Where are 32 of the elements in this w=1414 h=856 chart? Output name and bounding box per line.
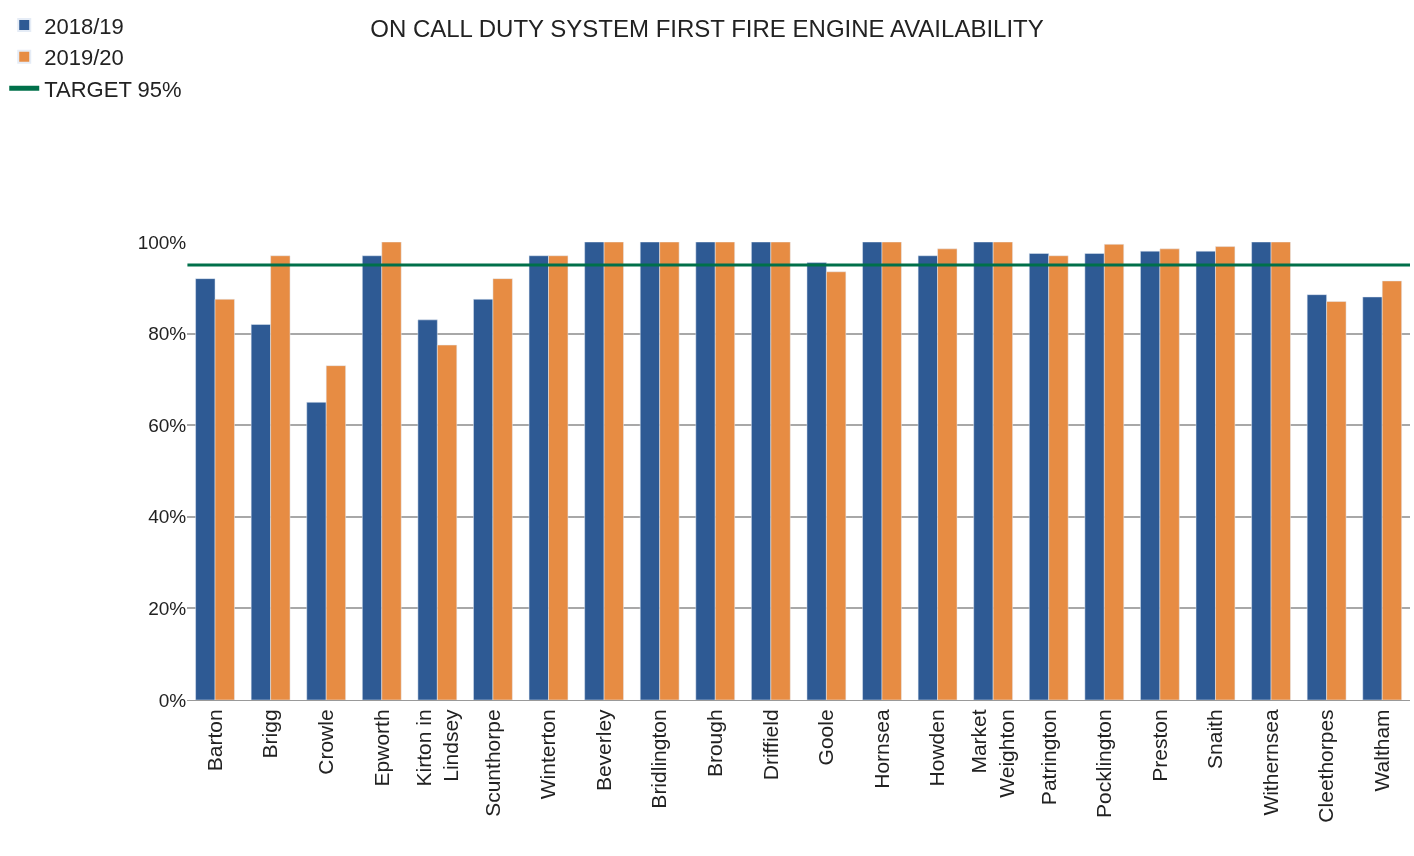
x-tick-label: Preston <box>1147 709 1171 782</box>
y-tick-label: 0% <box>158 689 187 711</box>
legend-label: TARGET 95% <box>44 76 182 102</box>
x-tick-label: Cleethorpes <box>1314 709 1338 823</box>
legend-label: 2019/20 <box>44 45 124 71</box>
x-tick-label: Kirton in Lindsey <box>411 708 462 787</box>
x-tick-label: Beverley <box>591 708 615 792</box>
legend-label: 2018/19 <box>44 13 124 39</box>
x-tick-label: Patrington <box>1036 709 1060 806</box>
x-tick-label: Withernsea <box>1258 709 1282 816</box>
x-tick-label: Hornsea <box>869 709 893 789</box>
x-tick-label: Brigg <box>258 709 282 759</box>
x-tick-label: Barton <box>202 709 226 772</box>
x-tick-label: Snaith <box>1203 709 1227 769</box>
y-tick-label: 20% <box>148 598 187 620</box>
x-tick-label: Epworth <box>369 709 393 787</box>
x-tick-label: Winterton <box>536 709 560 800</box>
chart-title: ON CALL DUTY SYSTEM FIRST FIRE ENGINE AVAILABILITY <box>370 14 1044 42</box>
x-tick-label: Waltham <box>1370 709 1394 792</box>
y-tick-label: 80% <box>148 323 187 345</box>
x-tick-label: Brough <box>703 709 727 778</box>
x-tick-label: Bridlington <box>647 709 671 809</box>
y-tick-label: 40% <box>148 506 187 528</box>
y-tick-label: 60% <box>148 414 187 436</box>
x-tick-label: Driffield <box>758 709 782 781</box>
x-tick-label: Howden <box>925 709 949 787</box>
x-tick-label: Scunthorpe <box>480 709 504 817</box>
x-tick-label: Market Weighton <box>967 709 1018 798</box>
x-tick-label: Crowle <box>314 709 338 775</box>
x-tick-label: Goole <box>814 709 838 766</box>
y-tick-label: 100% <box>137 231 187 253</box>
x-tick-label: Pocklington <box>1092 709 1116 818</box>
